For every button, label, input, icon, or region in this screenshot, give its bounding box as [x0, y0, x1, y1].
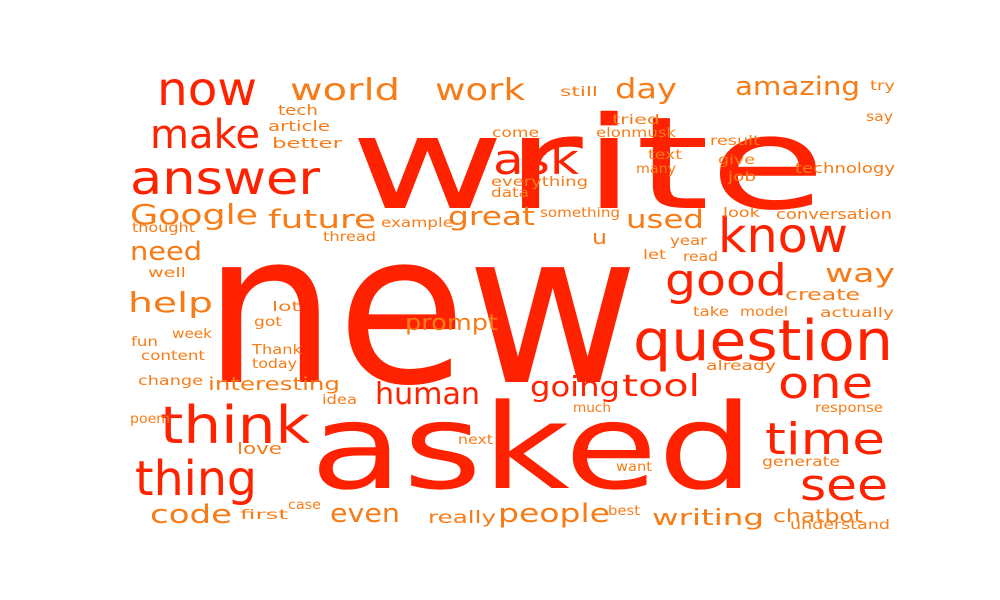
- word-thank: Thank: [251, 343, 303, 358]
- word-interesting: interesting: [208, 374, 340, 395]
- word-best: best: [608, 504, 640, 519]
- word-make: make: [150, 112, 260, 158]
- word-actually: actually: [820, 306, 894, 321]
- word-generate: generate: [762, 455, 840, 470]
- word-example: example: [381, 216, 453, 231]
- word-write: write: [350, 90, 826, 239]
- word-chatbot: chatbot: [773, 506, 863, 527]
- word-understand: understand: [790, 518, 890, 533]
- word-data: data: [491, 186, 529, 201]
- word-next: next: [458, 433, 493, 448]
- word-code: code: [150, 500, 232, 530]
- word-year: year: [670, 234, 708, 249]
- word-fun: fun: [131, 335, 158, 350]
- word-work: work: [435, 73, 526, 108]
- word-still: still: [560, 85, 598, 100]
- word-already: already: [706, 359, 776, 374]
- word-result: result: [710, 134, 760, 149]
- word-let: let: [643, 248, 666, 263]
- word-better: better: [272, 136, 342, 152]
- word-give: give: [718, 153, 755, 168]
- word-poem: poem: [130, 412, 170, 427]
- word-writing: writing: [652, 506, 764, 531]
- word-come: come: [492, 126, 539, 141]
- word-want: want: [616, 460, 652, 475]
- word-today: today: [252, 357, 297, 372]
- word-thread: thread: [323, 230, 376, 245]
- word-question: question: [633, 309, 893, 374]
- word-week: week: [172, 327, 213, 342]
- word-conversation: conversation: [776, 207, 892, 223]
- word-one: one: [778, 358, 873, 409]
- word-help: help: [128, 286, 213, 319]
- word-thought: thought: [132, 221, 195, 236]
- word-really: really: [428, 508, 496, 528]
- word-even: even: [330, 499, 400, 529]
- word-amazing: amazing: [735, 72, 860, 102]
- word-ask: ask: [493, 135, 580, 184]
- word-everything: everything: [491, 175, 588, 190]
- word-technology: technology: [795, 161, 895, 177]
- word-great: great: [448, 202, 535, 232]
- word-see: see: [800, 460, 888, 511]
- word-lot: lot: [272, 300, 300, 315]
- word-know: know: [718, 208, 848, 264]
- word-content: content: [141, 349, 205, 364]
- word-look: look: [723, 206, 761, 221]
- word-create: create: [785, 285, 860, 304]
- word-try: try: [870, 79, 895, 94]
- word-human: human: [375, 377, 480, 412]
- word-good: good: [665, 255, 787, 306]
- word-much: much: [573, 401, 611, 416]
- word-future: future: [268, 205, 376, 235]
- word-day: day: [615, 72, 677, 105]
- word-way: way: [825, 259, 895, 289]
- word-read: read: [683, 250, 718, 265]
- word-tried: tried: [612, 113, 660, 128]
- word-need: need: [130, 237, 202, 267]
- word-used: used: [626, 205, 704, 235]
- word-say: say: [866, 110, 893, 125]
- word-u: u: [592, 225, 607, 249]
- word-prompt: prompt: [405, 311, 498, 336]
- word-case: case: [288, 498, 321, 513]
- word-going: going: [530, 370, 620, 403]
- word-response: response: [815, 401, 883, 416]
- word-world: world: [290, 73, 400, 108]
- word-elonmusk: elonmusk: [596, 126, 677, 141]
- word-people: people: [498, 499, 610, 529]
- word-many: many: [636, 162, 676, 177]
- word-text: text: [648, 148, 682, 163]
- word-something: something: [540, 206, 620, 221]
- word-asked: asked: [310, 378, 754, 516]
- word-answer: answer: [130, 151, 320, 205]
- word-love: love: [237, 439, 282, 458]
- word-tech: tech: [278, 103, 318, 119]
- word-model: model: [740, 305, 788, 320]
- word-first: first: [240, 508, 288, 523]
- word-idea: idea: [322, 393, 357, 408]
- word-new: new: [203, 187, 639, 432]
- word-google: Google: [130, 198, 258, 231]
- word-well: well: [148, 266, 186, 281]
- word-thing: thing: [135, 451, 257, 507]
- word-article: article: [268, 119, 330, 135]
- word-time: time: [765, 414, 885, 465]
- word-tool: tool: [622, 369, 700, 404]
- word-got: got: [254, 315, 282, 330]
- word-think: think: [160, 396, 310, 456]
- word-job: job: [727, 170, 756, 185]
- word-change: change: [138, 374, 203, 389]
- word-now: now: [157, 62, 257, 116]
- word-take: take: [693, 305, 729, 320]
